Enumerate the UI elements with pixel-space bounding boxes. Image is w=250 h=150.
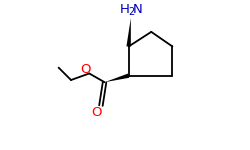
Text: H: H — [119, 3, 129, 16]
Polygon shape — [104, 74, 129, 82]
Text: N: N — [133, 3, 142, 16]
Text: 2: 2 — [128, 7, 134, 17]
Polygon shape — [126, 18, 131, 47]
Text: O: O — [81, 63, 91, 76]
Text: O: O — [91, 106, 102, 119]
